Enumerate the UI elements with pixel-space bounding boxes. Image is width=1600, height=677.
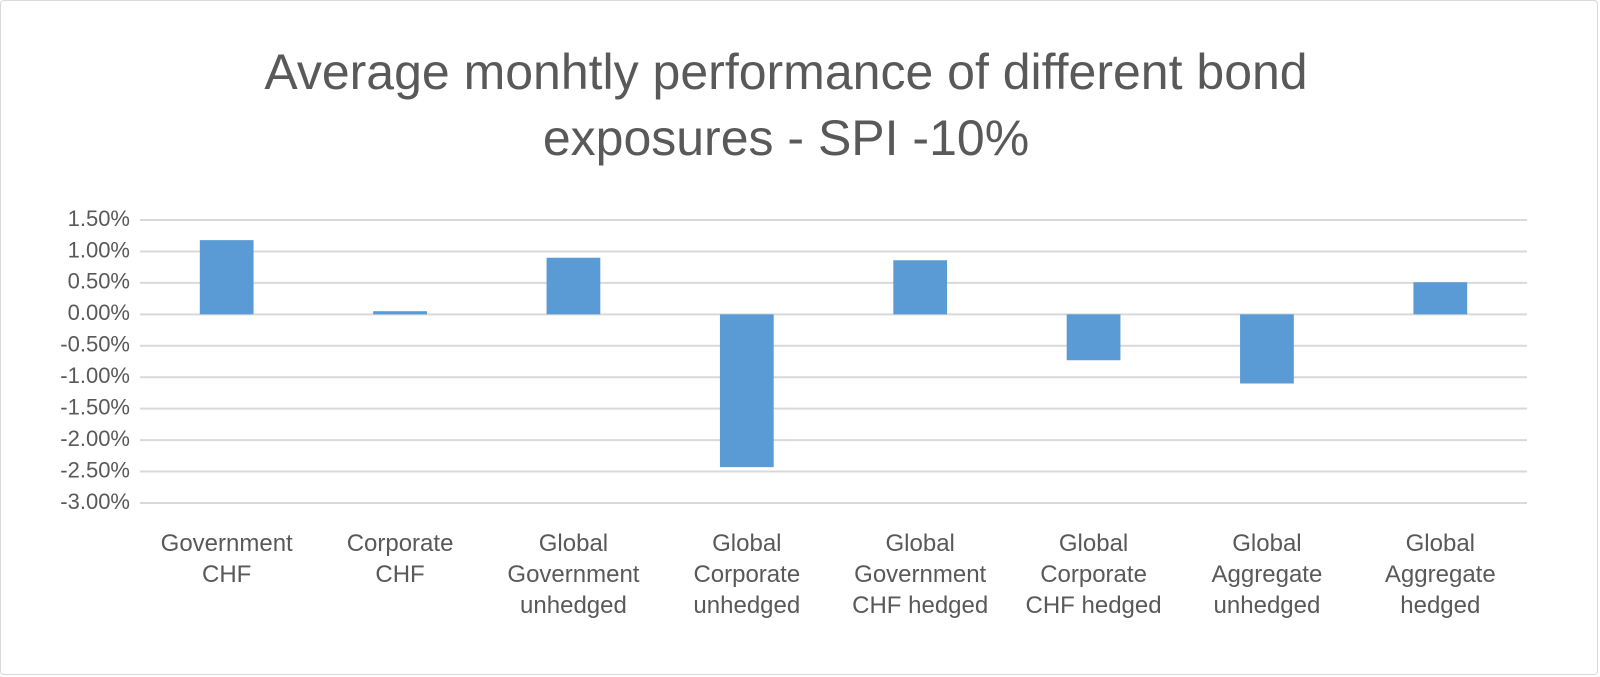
x-tick-label: Global Corporate unhedged [693,530,801,619]
x-tick-label: Global Government unhedged [507,530,640,619]
bar [373,311,427,315]
bar [1066,314,1121,361]
x-tick-label: Global Corporate CHF hedged [1025,530,1162,619]
bar [1413,282,1468,315]
bar [546,257,601,315]
chart-title: Average monhtly performance of different… [264,44,1308,166]
bar [893,260,948,315]
y-tick-label: -1.50% [60,394,130,419]
bar [1240,314,1294,384]
x-tick-label: Global Aggregate unhedged [1211,530,1323,619]
y-tick-label: 1.50% [68,206,130,231]
x-tick-label: Corporate CHF [346,530,454,588]
y-tick-label: 1.00% [68,237,130,262]
y-tick-label: -2.50% [60,457,130,482]
x-tick-label: Global Aggregate hedged [1384,530,1496,619]
y-tick-label: -0.50% [60,332,130,357]
y-tick-label: -3.00% [60,489,130,514]
bar [719,314,774,468]
y-tick-label: 0.50% [68,269,130,294]
y-tick-label: -2.00% [60,426,130,451]
y-tick-label: -1.00% [60,363,130,388]
y-tick-label: 0.00% [68,300,130,325]
x-tick-label: Global Government CHF hedged [852,530,989,619]
bar [199,240,254,315]
x-tick-label: Government CHF [160,530,293,588]
